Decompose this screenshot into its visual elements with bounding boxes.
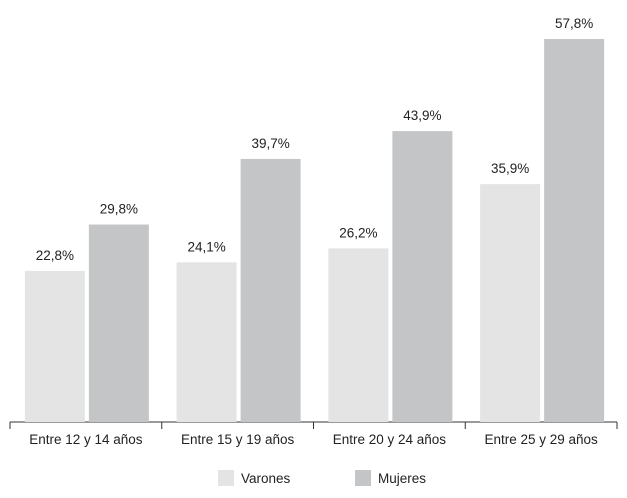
- data-label-varones: 35,9%: [491, 161, 529, 176]
- value-labels: 22,8% 29,8% 24,1% 39,7% 26,2% 43,9% 35,9% 57,8%: [36, 16, 594, 263]
- data-label-varones: 24,1%: [187, 239, 225, 254]
- x-tick-label: Entre 15 y 19 años: [181, 432, 295, 447]
- x-tick-labels: Entre 12 y 14 años Entre 15 y 19 años Entr…: [29, 432, 598, 447]
- data-label-mujeres: 57,8%: [555, 16, 593, 31]
- bar-mujeres: [544, 39, 605, 422]
- legend-label-mujeres: Mujeres: [378, 471, 426, 486]
- legend-swatch-varones: [218, 470, 234, 486]
- bar-mujeres: [240, 158, 301, 423]
- bar-varones: [24, 270, 85, 422]
- data-label-varones: 26,2%: [339, 225, 377, 240]
- bar-mujeres: [392, 131, 453, 422]
- bar-varones: [176, 262, 237, 422]
- bar-varones: [328, 248, 389, 422]
- data-label-mujeres: 29,8%: [100, 202, 138, 217]
- x-tick-label: Entre 25 y 29 años: [484, 432, 598, 447]
- legend-swatch-mujeres: [355, 470, 371, 486]
- bar-mujeres: [88, 224, 149, 422]
- x-axis-ticks: [9, 422, 618, 429]
- legend-label-varones: Varones: [241, 471, 291, 486]
- x-tick-label: Entre 12 y 14 años: [29, 432, 143, 447]
- x-tick-label: Entre 20 y 24 años: [333, 432, 447, 447]
- data-label-varones: 22,8%: [36, 248, 74, 263]
- data-label-mujeres: 43,9%: [403, 108, 441, 123]
- data-label-mujeres: 39,7%: [251, 136, 289, 151]
- bar-varones: [480, 184, 541, 422]
- bar-series: [24, 39, 605, 423]
- legend: Varones Mujeres: [218, 470, 426, 486]
